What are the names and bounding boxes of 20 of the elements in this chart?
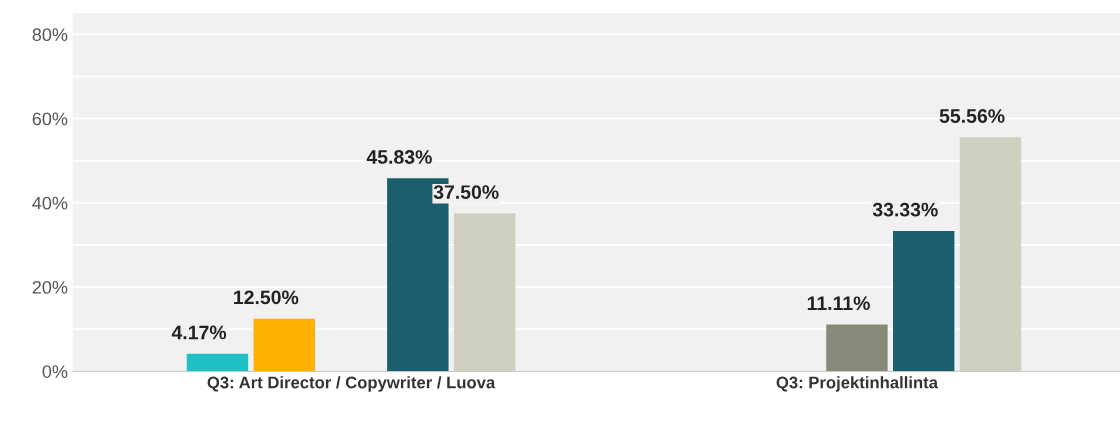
- data-label: 37.50%: [433, 185, 499, 199]
- data-label: 45.83%: [366, 150, 432, 164]
- data-label: 55.56%: [939, 109, 1005, 123]
- y-tick-label: 0%: [42, 365, 68, 378]
- y-tick-label: 20%: [32, 280, 68, 294]
- x-tick-label: Q3: Art Director / Copywriter / Luova: [207, 376, 496, 392]
- data-label: 11.11%: [807, 296, 870, 311]
- y-tick-label: 80%: [32, 28, 68, 42]
- bar: [826, 324, 888, 372]
- bar: [253, 318, 315, 372]
- bar: [959, 137, 1022, 372]
- data-label: 12.50%: [234, 290, 299, 305]
- bar: [893, 230, 955, 372]
- data-label: 33.33%: [872, 202, 938, 217]
- x-tick-label: Q3: Projektinhallinta: [776, 376, 939, 392]
- bar: [453, 213, 516, 372]
- y-tick-label: 40%: [32, 196, 68, 210]
- data-label: 4.17%: [171, 325, 227, 340]
- y-tick-label: 60%: [32, 112, 68, 126]
- bar: [186, 353, 249, 372]
